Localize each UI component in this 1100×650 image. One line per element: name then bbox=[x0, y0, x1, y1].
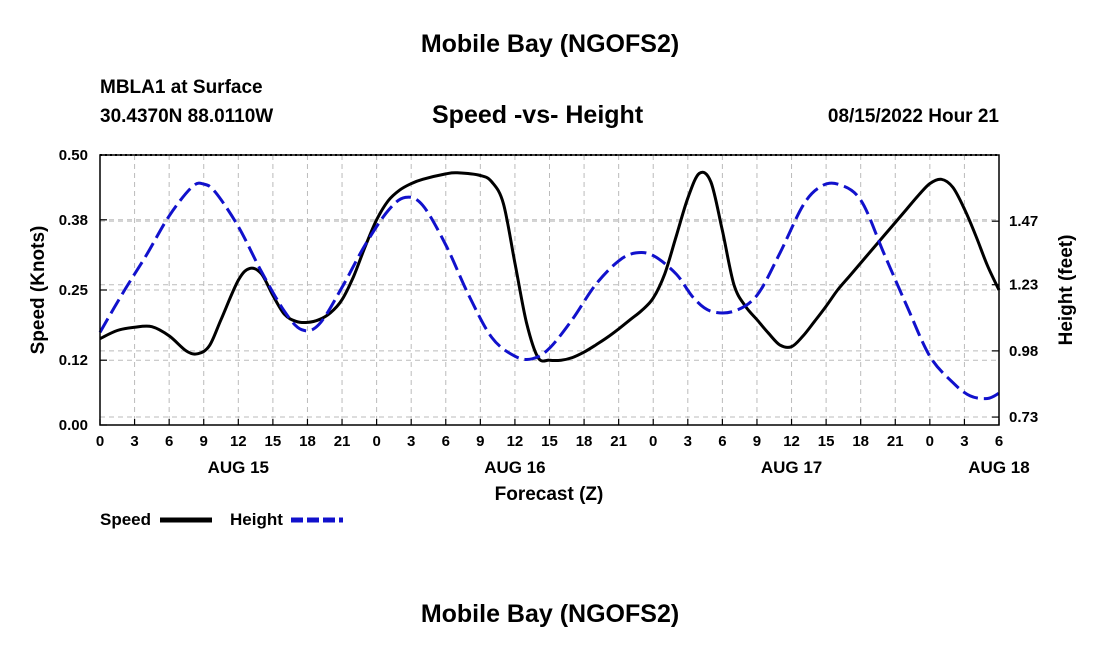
chart-title: Mobile Bay (NGOFS2) bbox=[420, 30, 680, 58]
day-label: AUG 15 bbox=[208, 458, 269, 477]
left-y-tick-label: 0.00 bbox=[59, 417, 88, 434]
x-tick-label: 6 bbox=[995, 433, 1003, 450]
x-tick-label: 0 bbox=[96, 433, 104, 450]
legend: Speed Height bbox=[100, 510, 343, 529]
day-label: AUG 18 bbox=[968, 458, 1029, 477]
speed-series-line bbox=[99, 170, 1001, 363]
day-label: AUG 16 bbox=[484, 458, 545, 477]
left-axis-label: Speed (Knots) bbox=[28, 226, 49, 355]
grid bbox=[100, 155, 999, 425]
x-tick-label: 3 bbox=[407, 433, 415, 450]
right-y-tick-label: 1.23 bbox=[1009, 277, 1038, 294]
x-axis-label: Forecast (Z) bbox=[495, 484, 604, 505]
x-tick-label: 0 bbox=[372, 433, 380, 450]
series-layer bbox=[98, 170, 1001, 401]
footer-chart-title: Mobile Bay (NGOFS2) bbox=[420, 600, 680, 628]
x-tick-label: 15 bbox=[818, 433, 835, 450]
x-tick-label: 0 bbox=[649, 433, 657, 450]
x-tick-label: 15 bbox=[541, 433, 558, 450]
x-tick-label: 6 bbox=[442, 433, 450, 450]
x-tick-label: 12 bbox=[783, 433, 800, 450]
legend-height-label: Height bbox=[230, 510, 283, 529]
left-y-tick-label: 0.12 bbox=[59, 352, 88, 369]
left-y-tick-label: 0.50 bbox=[59, 147, 88, 164]
legend-speed-label: Speed bbox=[100, 510, 151, 529]
x-tick-label: 6 bbox=[165, 433, 173, 450]
day-label: AUG 17 bbox=[761, 458, 822, 477]
chart-subtitle: Speed -vs- Height bbox=[432, 101, 644, 129]
x-tick-label: 9 bbox=[200, 433, 208, 450]
station-coordinates: 30.4370N 88.0110W bbox=[100, 106, 274, 127]
x-tick-label: 3 bbox=[960, 433, 968, 450]
right-y-tick-label: 1.47 bbox=[1009, 213, 1038, 230]
right-axis-label: Height (feet) bbox=[1056, 235, 1077, 346]
x-tick-label: 3 bbox=[130, 433, 138, 450]
right-y-tick-label: 0.73 bbox=[1009, 409, 1038, 426]
forecast-datetime: 08/15/2022 Hour 21 bbox=[827, 106, 999, 127]
x-tick-label: 12 bbox=[230, 433, 247, 450]
x-tick-label: 0 bbox=[926, 433, 934, 450]
x-tick-label: 12 bbox=[507, 433, 524, 450]
left-y-tick-label: 0.25 bbox=[59, 282, 88, 299]
right-y-tick-label: 0.98 bbox=[1009, 343, 1038, 360]
x-tick-label: 18 bbox=[576, 433, 593, 450]
x-tick-label: 21 bbox=[887, 433, 904, 450]
x-tick-label: 9 bbox=[476, 433, 484, 450]
x-tick-label: 3 bbox=[684, 433, 692, 450]
x-tick-label: 18 bbox=[299, 433, 316, 450]
height-series-line bbox=[98, 181, 1000, 401]
station-label: MBLA1 at Surface bbox=[100, 77, 263, 98]
left-y-tick-label: 0.38 bbox=[59, 212, 88, 229]
x-tick-label: 18 bbox=[852, 433, 869, 450]
x-tick-label: 21 bbox=[334, 433, 351, 450]
axes: 0 3 6 9 12 15 18 21 0 3 6 9 12 15 18 21 0 3 6 9 12 15 18 21 0 3 60… bbox=[59, 147, 1038, 477]
x-tick-label: 9 bbox=[753, 433, 761, 450]
x-tick-label: 21 bbox=[610, 433, 627, 450]
x-tick-label: 15 bbox=[265, 433, 282, 450]
x-tick-label: 6 bbox=[718, 433, 726, 450]
